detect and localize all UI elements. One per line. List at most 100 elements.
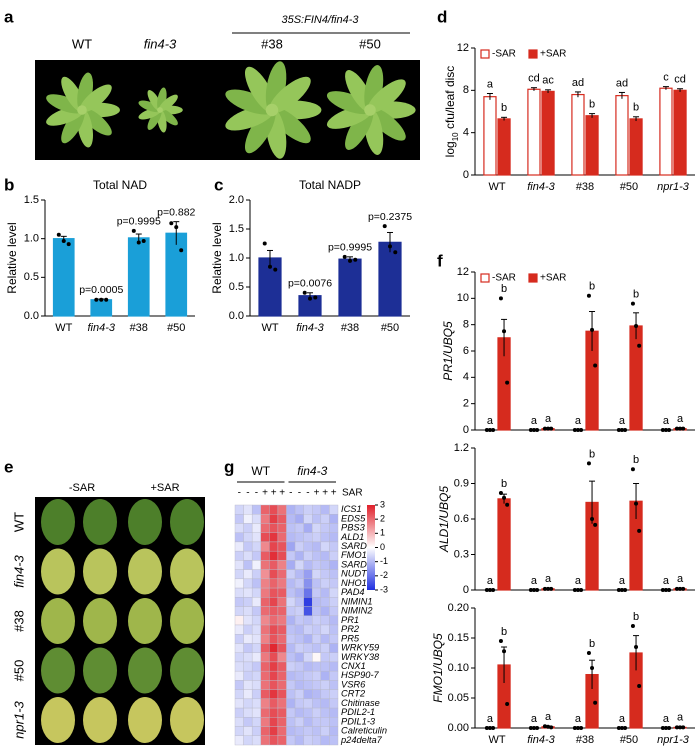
- photo-e: -SAR +SAR WT fin4-3 #38 #50 npr1-3: [11, 482, 205, 745]
- y-axis-label: Relative level: [5, 222, 19, 293]
- heat-cell: [269, 587, 279, 598]
- data-point: [630, 624, 635, 628]
- heat-cell: [243, 680, 253, 690]
- y-tick-label: 0.0: [229, 310, 244, 322]
- data-point: [634, 501, 639, 506]
- column-label: -: [306, 488, 309, 499]
- column-title: SAR: [342, 488, 363, 499]
- row-label: ALD1: [340, 532, 364, 542]
- group-label: 35S:FIN4/fin4-3: [281, 14, 359, 26]
- data-point: [491, 588, 496, 592]
- heat-cell: [251, 643, 261, 653]
- bar-annotation: a: [531, 575, 538, 587]
- data-point: [593, 522, 598, 527]
- row-label: PAD4: [341, 587, 365, 597]
- heat-cell: [260, 587, 270, 598]
- heat-cell: [320, 643, 330, 653]
- colorbar-label: -3: [380, 584, 388, 594]
- heat-cell: [260, 689, 270, 700]
- colorbar-label: 3: [380, 499, 385, 509]
- data-point: [546, 586, 551, 591]
- data-point: [498, 296, 503, 301]
- y-tick-label: 0.15: [448, 632, 469, 644]
- heat-cell: [286, 680, 296, 690]
- heat-cell: [303, 615, 313, 626]
- data-point: [637, 528, 642, 533]
- heat-cell: [269, 643, 279, 653]
- heat-cell: [243, 587, 253, 598]
- bar-annotation: c: [663, 72, 669, 84]
- data-point: [616, 428, 621, 432]
- heat-cell: [312, 707, 322, 718]
- data-point: [136, 240, 141, 245]
- heat-cell: [269, 597, 279, 607]
- heat-cell: [329, 680, 339, 690]
- heat-cell: [277, 504, 287, 515]
- photo-row: #38: [11, 610, 26, 632]
- rosette-center: [265, 103, 279, 117]
- heat-cell: [234, 652, 244, 663]
- y-tick-label: 1.0: [229, 252, 244, 264]
- data-point: [546, 724, 551, 729]
- column-label: -: [298, 488, 301, 499]
- row-label: PR2: [341, 624, 360, 634]
- heat-cell: [329, 643, 339, 653]
- data-point: [590, 517, 595, 521]
- leaf: [170, 697, 204, 743]
- bar-annotation: p=0.0005: [79, 284, 123, 296]
- heat-cell: [294, 560, 304, 570]
- heat-cell: [303, 569, 313, 580]
- heat-cell: [260, 578, 270, 589]
- bar: [165, 232, 188, 317]
- photo-row: npr1-3: [11, 700, 26, 738]
- group-label: fin4-3: [297, 464, 327, 478]
- bar-annotation: a: [487, 78, 494, 90]
- heat-cell: [312, 606, 322, 616]
- x-tick-label: #50: [167, 322, 185, 334]
- heat-cell: [294, 670, 304, 681]
- heat-cell: [260, 717, 270, 727]
- leaf: [83, 598, 117, 644]
- heat-cell: [277, 615, 287, 626]
- bar-annotation: b: [589, 448, 595, 460]
- heat-cell: [286, 514, 296, 524]
- heat-cell: [260, 726, 270, 736]
- x-tick-label: #38: [576, 734, 594, 746]
- heat-cell: [303, 523, 313, 533]
- data-point: [179, 248, 184, 253]
- heat-cell: [329, 541, 339, 552]
- data-point: [169, 221, 174, 226]
- heat-cell: [269, 578, 279, 589]
- chart-title: Total NAD: [93, 178, 147, 192]
- legend-swatch: [480, 49, 490, 59]
- heat-cell: [260, 532, 270, 543]
- heat-cell: [269, 532, 279, 543]
- heat-cell: [243, 578, 253, 589]
- photo-row: fin4-3: [11, 554, 26, 587]
- data-point: [637, 343, 642, 348]
- leaf: [128, 647, 162, 694]
- heat-cell: [243, 717, 253, 727]
- label-part: Relative level: [5, 222, 19, 293]
- heat-cell: [286, 689, 296, 700]
- bar: [378, 241, 402, 317]
- y-axis-label: ALD1/UBQ5: [437, 486, 451, 553]
- row-label: SARD4: [341, 541, 372, 551]
- data-point: [663, 726, 668, 730]
- heat-cell: [312, 717, 322, 727]
- heat-cell: [277, 643, 287, 653]
- heat-cell: [251, 560, 261, 570]
- heat-cell: [277, 735, 287, 746]
- heat-cell: [251, 606, 261, 616]
- leaf: [170, 499, 204, 545]
- heat-cell: [243, 726, 253, 736]
- heat-cell: [329, 615, 339, 626]
- data-point: [56, 232, 61, 237]
- leaf: [41, 548, 75, 595]
- heat-cell: [251, 523, 261, 533]
- heat-cell: [329, 597, 339, 607]
- data-point: [528, 428, 533, 432]
- data-point: [663, 428, 668, 432]
- data-point: [667, 588, 672, 592]
- heat-cell: [294, 707, 304, 718]
